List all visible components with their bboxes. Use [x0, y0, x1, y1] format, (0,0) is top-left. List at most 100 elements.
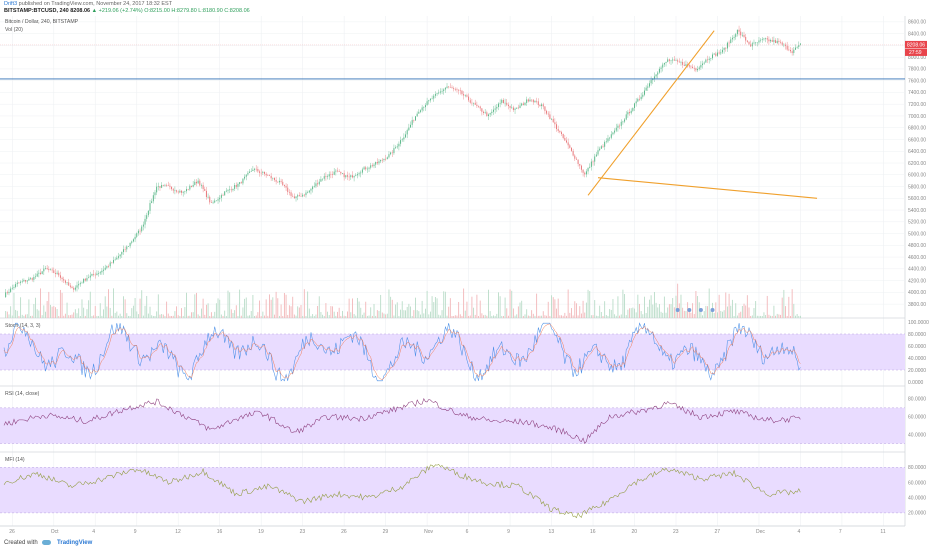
candle-body [461, 90, 463, 95]
volume-bar [278, 315, 280, 318]
candle-body [796, 47, 798, 48]
volume-bar [288, 305, 290, 318]
volume-bar [101, 315, 103, 318]
footer-brand[interactable]: TradingView [57, 540, 93, 547]
volume-bar [275, 291, 277, 318]
trendline-orange[interactable] [587, 30, 715, 196]
candle-body [559, 130, 561, 133]
candle-body [406, 130, 408, 135]
candle-body [137, 230, 139, 234]
event-marker-icon[interactable] [698, 308, 703, 312]
volume-bar [773, 305, 775, 318]
candle-body [124, 249, 126, 250]
candle-body [570, 147, 572, 151]
volume-bar [380, 294, 382, 318]
candle-body [307, 192, 309, 193]
volume-bar [396, 302, 398, 318]
candle-body [169, 185, 171, 187]
volume-bar [149, 306, 151, 318]
volume-bar [519, 302, 521, 318]
volume-bar [207, 303, 209, 318]
candle-body [343, 173, 345, 178]
volume-bar [10, 306, 12, 318]
volume-bar [488, 289, 489, 318]
volume-bar [13, 292, 15, 318]
volume-bar [96, 315, 98, 318]
volume-bar [662, 312, 664, 318]
candle-body [68, 282, 70, 286]
volume-bar [403, 310, 405, 318]
candle-body [270, 175, 272, 179]
volume-bar [717, 312, 718, 318]
volume-bar [217, 298, 219, 318]
author-link[interactable]: Drift3 [4, 1, 18, 7]
candle-body [302, 194, 304, 197]
candle-body [702, 63, 704, 66]
volume-bar [401, 301, 403, 318]
candle-body [277, 181, 279, 183]
candle-body [663, 62, 665, 65]
volume-bar [471, 296, 473, 318]
candle-body [151, 201, 153, 204]
volume-bar [202, 298, 204, 318]
candle-body [753, 42, 755, 44]
candle-body [785, 44, 787, 46]
candle-body [595, 154, 597, 157]
volume-bar [88, 300, 90, 318]
volume-bar [189, 315, 191, 318]
volume-bar [436, 298, 438, 318]
volume-bar [680, 294, 682, 318]
event-marker-icon[interactable] [710, 308, 715, 312]
volume-bar [30, 315, 31, 318]
volume-bar [730, 305, 732, 318]
footer: Created with TradingView [4, 540, 92, 546]
volume-bar [668, 304, 670, 318]
candle-body [766, 38, 768, 40]
time-tick-label: Nov [424, 529, 433, 535]
volume-bar [415, 297, 416, 318]
candle-body [539, 104, 541, 106]
event-marker-icon[interactable] [675, 308, 680, 312]
volume-bar [137, 314, 139, 318]
candle-body [512, 107, 514, 110]
time-tick-label: 6 [466, 529, 469, 535]
candle-body [212, 202, 214, 204]
price-tick-label: 5600.00 [908, 196, 926, 202]
volume-bar [736, 315, 738, 318]
candle-body [383, 158, 385, 161]
candle-body [632, 107, 634, 111]
candle-body [388, 154, 390, 158]
candle-body [421, 107, 423, 111]
last-price: 8208.06 [70, 8, 91, 14]
candle-body [157, 186, 159, 187]
candle-body [239, 182, 241, 184]
candle-body [322, 178, 324, 180]
volume-bar [552, 297, 554, 318]
candle-body [405, 134, 407, 138]
candle-body [476, 104, 478, 106]
candle-body [184, 191, 186, 192]
candle-body [728, 42, 730, 44]
candle-body [783, 44, 785, 46]
candle-body [199, 180, 201, 186]
candle-body [662, 64, 664, 68]
candle-body [557, 129, 559, 131]
volume-bar [159, 314, 161, 318]
volume-bar [302, 315, 304, 318]
trendline-orange[interactable] [597, 177, 818, 199]
event-marker-icon[interactable] [687, 308, 692, 312]
candle-body [761, 39, 763, 40]
candle-body [234, 185, 236, 189]
indicator-title: Stoch (14, 3, 3) [5, 323, 41, 329]
volume-bar [161, 314, 163, 318]
candle-body [250, 171, 252, 172]
candle-body [637, 98, 639, 102]
candle-body [738, 29, 740, 32]
candle-body [186, 189, 188, 192]
volume-bar [81, 299, 83, 318]
volume-bar [434, 297, 436, 318]
candle-body [408, 127, 410, 131]
candle-body [114, 259, 116, 261]
candle-body [471, 102, 473, 104]
